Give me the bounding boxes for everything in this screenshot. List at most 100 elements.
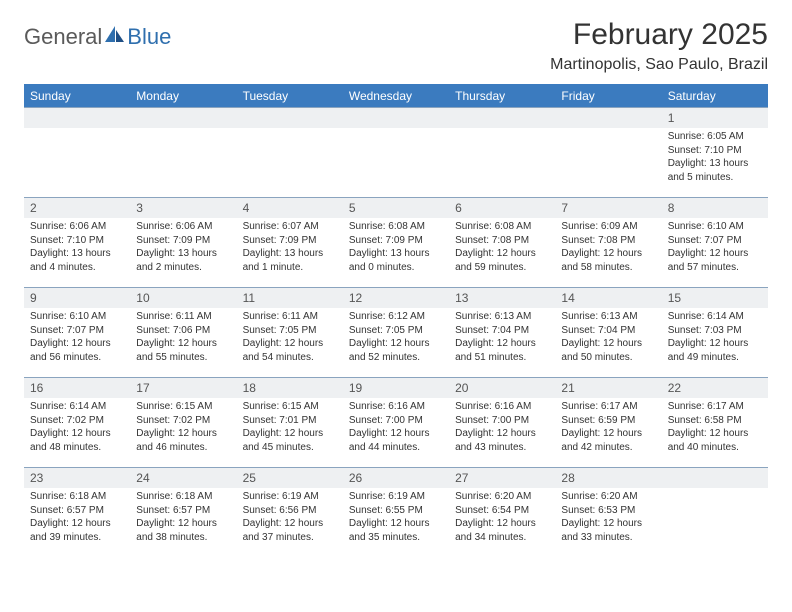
sunset-line: Sunset: 7:04 PM (561, 324, 655, 338)
sunset-line: Sunset: 6:57 PM (136, 504, 230, 518)
calendar-day-cell: 3Sunrise: 6:06 AMSunset: 7:09 PMDaylight… (130, 198, 236, 288)
sunrise-line: Sunrise: 6:16 AM (455, 400, 549, 414)
sunset-line: Sunset: 7:05 PM (349, 324, 443, 338)
day-body: Sunrise: 6:05 AMSunset: 7:10 PMDaylight:… (662, 128, 768, 188)
day-body: Sunrise: 6:20 AMSunset: 6:54 PMDaylight:… (449, 488, 555, 548)
weekday-header: Friday (555, 85, 661, 108)
sunrise-line: Sunrise: 6:10 AM (668, 220, 762, 234)
sunrise-line: Sunrise: 6:07 AM (243, 220, 337, 234)
empty-day-header (662, 468, 768, 488)
daylight-line: Daylight: 12 hours and 33 minutes. (561, 517, 655, 544)
sunset-line: Sunset: 7:08 PM (561, 234, 655, 248)
calendar-day-cell (130, 108, 236, 198)
sunset-line: Sunset: 6:57 PM (30, 504, 124, 518)
calendar-day-cell: 18Sunrise: 6:15 AMSunset: 7:01 PMDayligh… (237, 378, 343, 468)
logo-sail-icon (105, 26, 125, 49)
sunrise-line: Sunrise: 6:17 AM (668, 400, 762, 414)
weekday-header: Sunday (24, 85, 130, 108)
weekday-header-row: Sunday Monday Tuesday Wednesday Thursday… (24, 85, 768, 108)
daylight-line: Daylight: 12 hours and 35 minutes. (349, 517, 443, 544)
day-number: 19 (343, 378, 449, 398)
calendar-day-cell: 8Sunrise: 6:10 AMSunset: 7:07 PMDaylight… (662, 198, 768, 288)
daylight-line: Daylight: 12 hours and 46 minutes. (136, 427, 230, 454)
calendar-day-cell: 21Sunrise: 6:17 AMSunset: 6:59 PMDayligh… (555, 378, 661, 468)
day-body: Sunrise: 6:17 AMSunset: 6:58 PMDaylight:… (662, 398, 768, 458)
header: General Blue February 2025 Martinopolis,… (24, 18, 768, 74)
day-body: Sunrise: 6:19 AMSunset: 6:55 PMDaylight:… (343, 488, 449, 548)
daylight-line: Daylight: 13 hours and 0 minutes. (349, 247, 443, 274)
day-number: 24 (130, 468, 236, 488)
sunset-line: Sunset: 7:09 PM (349, 234, 443, 248)
daylight-line: Daylight: 12 hours and 58 minutes. (561, 247, 655, 274)
sunrise-line: Sunrise: 6:19 AM (349, 490, 443, 504)
day-body: Sunrise: 6:15 AMSunset: 7:01 PMDaylight:… (237, 398, 343, 458)
daylight-line: Daylight: 12 hours and 49 minutes. (668, 337, 762, 364)
sunset-line: Sunset: 7:04 PM (455, 324, 549, 338)
daylight-line: Daylight: 12 hours and 50 minutes. (561, 337, 655, 364)
calendar-day-cell: 23Sunrise: 6:18 AMSunset: 6:57 PMDayligh… (24, 468, 130, 558)
daylight-line: Daylight: 13 hours and 5 minutes. (668, 157, 762, 184)
day-body: Sunrise: 6:06 AMSunset: 7:10 PMDaylight:… (24, 218, 130, 278)
sunset-line: Sunset: 7:09 PM (243, 234, 337, 248)
sunrise-line: Sunrise: 6:20 AM (561, 490, 655, 504)
sunrise-line: Sunrise: 6:11 AM (136, 310, 230, 324)
day-number: 3 (130, 198, 236, 218)
empty-day-header (555, 108, 661, 128)
daylight-line: Daylight: 12 hours and 34 minutes. (455, 517, 549, 544)
daylight-line: Daylight: 12 hours and 37 minutes. (243, 517, 337, 544)
sunrise-line: Sunrise: 6:14 AM (668, 310, 762, 324)
day-number: 4 (237, 198, 343, 218)
empty-day-header (449, 108, 555, 128)
day-number: 6 (449, 198, 555, 218)
day-number: 23 (24, 468, 130, 488)
sunset-line: Sunset: 7:00 PM (455, 414, 549, 428)
sunrise-line: Sunrise: 6:06 AM (136, 220, 230, 234)
sunset-line: Sunset: 7:08 PM (455, 234, 549, 248)
sunset-line: Sunset: 7:07 PM (668, 234, 762, 248)
day-number: 22 (662, 378, 768, 398)
day-body: Sunrise: 6:06 AMSunset: 7:09 PMDaylight:… (130, 218, 236, 278)
calendar-week-row: 2Sunrise: 6:06 AMSunset: 7:10 PMDaylight… (24, 198, 768, 288)
calendar-day-cell: 27Sunrise: 6:20 AMSunset: 6:54 PMDayligh… (449, 468, 555, 558)
daylight-line: Daylight: 12 hours and 38 minutes. (136, 517, 230, 544)
empty-day-header (24, 108, 130, 128)
day-body: Sunrise: 6:08 AMSunset: 7:09 PMDaylight:… (343, 218, 449, 278)
calendar-day-cell: 17Sunrise: 6:15 AMSunset: 7:02 PMDayligh… (130, 378, 236, 468)
day-body: Sunrise: 6:14 AMSunset: 7:03 PMDaylight:… (662, 308, 768, 368)
sunrise-line: Sunrise: 6:12 AM (349, 310, 443, 324)
daylight-line: Daylight: 12 hours and 54 minutes. (243, 337, 337, 364)
day-body: Sunrise: 6:13 AMSunset: 7:04 PMDaylight:… (555, 308, 661, 368)
calendar-day-cell (662, 468, 768, 558)
sunrise-line: Sunrise: 6:13 AM (561, 310, 655, 324)
weekday-header: Thursday (449, 85, 555, 108)
calendar-day-cell: 11Sunrise: 6:11 AMSunset: 7:05 PMDayligh… (237, 288, 343, 378)
calendar-day-cell (449, 108, 555, 198)
sunrise-line: Sunrise: 6:11 AM (243, 310, 337, 324)
day-body: Sunrise: 6:11 AMSunset: 7:05 PMDaylight:… (237, 308, 343, 368)
sunset-line: Sunset: 7:05 PM (243, 324, 337, 338)
empty-day-header (343, 108, 449, 128)
calendar-week-row: 23Sunrise: 6:18 AMSunset: 6:57 PMDayligh… (24, 468, 768, 558)
sunrise-line: Sunrise: 6:16 AM (349, 400, 443, 414)
calendar-day-cell (555, 108, 661, 198)
calendar-day-cell: 13Sunrise: 6:13 AMSunset: 7:04 PMDayligh… (449, 288, 555, 378)
daylight-line: Daylight: 12 hours and 44 minutes. (349, 427, 443, 454)
calendar-day-cell: 10Sunrise: 6:11 AMSunset: 7:06 PMDayligh… (130, 288, 236, 378)
calendar-week-row: 16Sunrise: 6:14 AMSunset: 7:02 PMDayligh… (24, 378, 768, 468)
weekday-header: Monday (130, 85, 236, 108)
calendar-day-cell: 7Sunrise: 6:09 AMSunset: 7:08 PMDaylight… (555, 198, 661, 288)
day-body: Sunrise: 6:07 AMSunset: 7:09 PMDaylight:… (237, 218, 343, 278)
day-body: Sunrise: 6:13 AMSunset: 7:04 PMDaylight:… (449, 308, 555, 368)
logo-word-blue: Blue (127, 24, 171, 50)
sunset-line: Sunset: 6:58 PM (668, 414, 762, 428)
calendar-day-cell: 15Sunrise: 6:14 AMSunset: 7:03 PMDayligh… (662, 288, 768, 378)
sunset-line: Sunset: 7:03 PM (668, 324, 762, 338)
day-body: Sunrise: 6:10 AMSunset: 7:07 PMDaylight:… (24, 308, 130, 368)
daylight-line: Daylight: 12 hours and 45 minutes. (243, 427, 337, 454)
day-number: 16 (24, 378, 130, 398)
sunrise-line: Sunrise: 6:14 AM (30, 400, 124, 414)
day-number: 28 (555, 468, 661, 488)
day-body: Sunrise: 6:17 AMSunset: 6:59 PMDaylight:… (555, 398, 661, 458)
day-body: Sunrise: 6:19 AMSunset: 6:56 PMDaylight:… (237, 488, 343, 548)
calendar-day-cell (343, 108, 449, 198)
